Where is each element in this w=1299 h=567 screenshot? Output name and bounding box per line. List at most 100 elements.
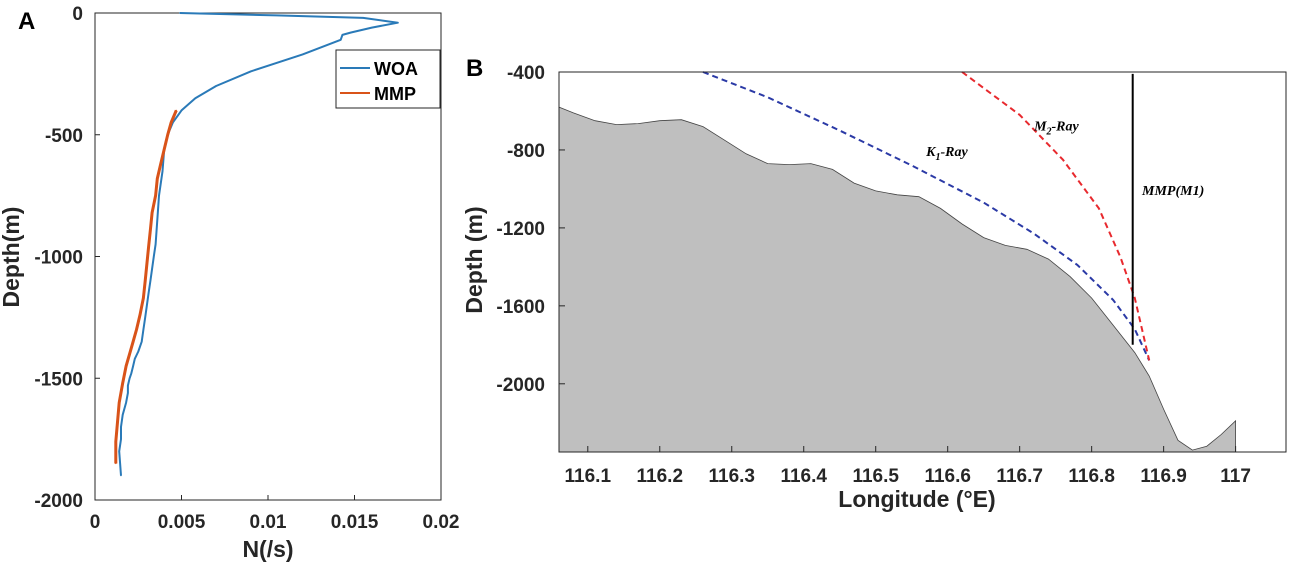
- panel-a-label: A: [18, 8, 35, 35]
- data-point-mmp: [167, 134, 169, 136]
- panel-b-annotations: K1-Ray M2-Ray MMP(M1): [925, 119, 1204, 198]
- x-tick-label: 116.3: [709, 466, 756, 487]
- data-point-woa: [151, 268, 153, 270]
- data-point-mmp: [132, 341, 134, 343]
- data-point-woa: [120, 426, 122, 428]
- data-point-woa: [125, 402, 127, 404]
- x-tick-label: 116.1: [565, 466, 612, 487]
- panel-b-y-axis-label: Depth (m): [461, 206, 487, 313]
- data-point-woa: [129, 377, 131, 379]
- x-tick-label: 116.8: [1068, 466, 1115, 487]
- x-tick-label: 0.01: [250, 512, 287, 533]
- legend-woa-label: WOA: [374, 59, 418, 79]
- y-tick-label: -2000: [496, 375, 545, 396]
- data-point-woa: [179, 12, 181, 14]
- y-tick-label: -400: [507, 63, 545, 84]
- data-point-mmp: [115, 440, 117, 443]
- data-point-mmp: [118, 402, 120, 404]
- x-tick-label: 0.02: [423, 512, 460, 533]
- panel-a-y-axis-label: Depth(m): [0, 207, 24, 308]
- x-tick-label: 116.4: [780, 466, 827, 487]
- data-point-woa: [371, 27, 373, 29]
- data-point-mmp: [148, 246, 150, 248]
- data-point-woa: [153, 255, 155, 258]
- data-point-woa: [340, 39, 342, 41]
- data-point-woa: [154, 243, 157, 245]
- x-tick-label: 117: [1220, 466, 1251, 487]
- data-point-woa: [142, 328, 145, 331]
- data-point-mmp: [146, 263, 148, 265]
- annotation-m2-ray: M2-Ray: [1033, 119, 1079, 137]
- data-point-mmp: [125, 365, 127, 367]
- data-point-woa: [144, 316, 146, 318]
- data-point-woa: [132, 365, 134, 367]
- data-point-mmp: [142, 297, 145, 299]
- y-tick-label: -1000: [34, 248, 83, 269]
- data-point-mmp: [175, 109, 177, 111]
- panel-b-series-group: [702, 71, 1151, 361]
- panel-a-series-group: [114, 12, 399, 477]
- x-tick-label: 116.6: [924, 466, 971, 487]
- data-point-mmp: [122, 382, 124, 384]
- panel-b-x-axis-label: Longitude (°E): [838, 486, 995, 512]
- annotation-mmp-m1: MMP(M1): [1141, 184, 1204, 199]
- x-tick-label: 116.7: [996, 466, 1043, 487]
- data-point-mmp: [154, 195, 157, 197]
- data-point-mmp: [139, 314, 141, 316]
- data-point-woa: [302, 53, 304, 55]
- data-point-woa: [127, 384, 129, 387]
- legend-box: [335, 49, 441, 109]
- series-line-m2-ray: [961, 71, 1151, 361]
- data-point-woa: [120, 438, 122, 440]
- annotation-k1-ray: K1-Ray: [925, 145, 968, 163]
- data-point-woa: [350, 31, 352, 34]
- data-point-woa: [137, 350, 139, 353]
- data-point-woa: [158, 195, 160, 197]
- panel-a-legend: WOA MMP: [335, 49, 441, 109]
- panel-b-bathymetry-group: [558, 106, 1236, 453]
- x-tick-label: 116.2: [637, 466, 684, 487]
- data-point-woa: [250, 70, 252, 73]
- data-point-woa: [362, 17, 364, 19]
- panel-a-x-ticks: 0 0.005 0.01 0.015 0.02: [90, 495, 460, 533]
- data-point-woa: [397, 22, 399, 24]
- data-point-mmp: [144, 280, 146, 282]
- series-line-k1-ray: [702, 71, 1151, 361]
- data-point-mmp: [149, 229, 151, 231]
- data-point-woa: [118, 450, 120, 452]
- data-point-mmp: [163, 148, 165, 150]
- y-tick-label: -1200: [496, 219, 545, 240]
- data-point-woa: [120, 475, 122, 477]
- data-point-woa: [161, 170, 164, 172]
- x-tick-label: 0.015: [331, 512, 379, 533]
- panel-a-x-axis-label: N(/s): [242, 536, 293, 562]
- y-tick-label: -1600: [496, 297, 545, 318]
- data-point-woa: [134, 358, 136, 360]
- panel-a-chart: 0 0.005 0.01 0.015 0.02 0 -500 -1000 -1500 -2000…: [0, 4, 459, 562]
- y-tick-label: -800: [507, 141, 545, 162]
- data-point-woa: [180, 109, 183, 111]
- data-point-mmp: [129, 353, 131, 355]
- y-tick-label: -1500: [34, 369, 83, 390]
- data-point-mmp: [135, 328, 138, 331]
- x-tick-label: 116.9: [1140, 466, 1187, 487]
- y-tick-label: -500: [45, 126, 83, 147]
- panel-b-x-ticks: 116.1 116.2 116.3 116.4 116.5 116.6 116.7 116.8…: [565, 446, 1251, 487]
- legend-mmp-label: MMP: [374, 84, 416, 104]
- data-point-mmp: [151, 212, 153, 214]
- data-point-woa: [215, 85, 217, 87]
- x-tick-label: 116.5: [852, 466, 899, 487]
- data-point-woa: [341, 34, 343, 36]
- x-tick-label: 0: [90, 512, 101, 533]
- data-point-woa: [149, 280, 151, 282]
- data-point-woa: [148, 292, 150, 294]
- panel-b-y-ticks: -400 -800 -1200 -1600 -2000: [496, 63, 565, 396]
- data-point-woa: [122, 414, 124, 416]
- data-point-woa: [156, 219, 158, 221]
- data-point-woa: [276, 14, 278, 17]
- data-point-woa: [141, 341, 143, 343]
- bathymetry-area: [558, 106, 1236, 453]
- data-point-woa: [146, 304, 148, 306]
- data-point-mmp: [170, 121, 172, 124]
